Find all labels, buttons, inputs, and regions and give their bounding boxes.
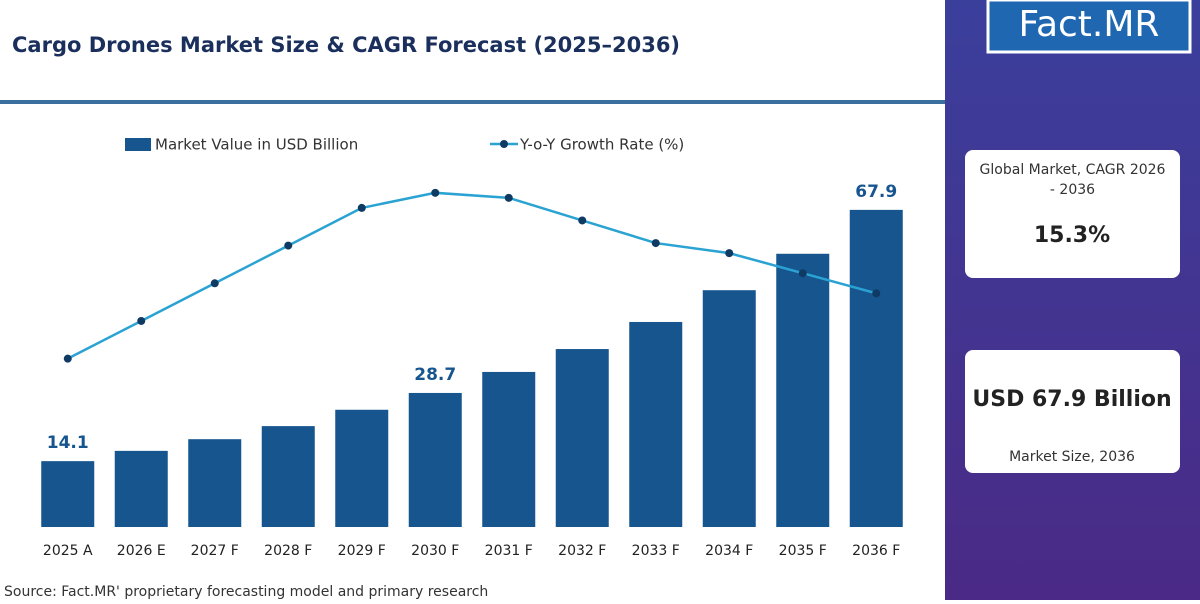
legend-swatch (125, 138, 151, 151)
growth-point (872, 289, 881, 298)
bar (702, 290, 756, 527)
legend-label: Y-o-Y Growth Rate (%) (519, 136, 684, 154)
growth-point (357, 203, 366, 212)
x-tick-label: 2034 F (705, 543, 753, 559)
cagr-label-box: Global Market, CAGR 2026 - 2036 (979, 162, 1166, 198)
bar (629, 321, 683, 527)
x-tick-label: 2026 E (117, 543, 166, 559)
source: Source: Fact.MR' proprietary forecasting… (4, 584, 488, 600)
x-tick-label: 2028 F (264, 543, 312, 559)
cagr-label: Global Market, CAGR 2026 - 2036 (979, 162, 1166, 198)
cagr-value: 15.3% (1034, 223, 1110, 248)
bar (555, 349, 609, 527)
x-tick-label: 2029 F (338, 543, 386, 559)
growth-point (725, 249, 734, 258)
growth-point (210, 279, 219, 288)
growth-point (578, 216, 587, 225)
growth-point (504, 193, 513, 202)
value-label: 67.9 (855, 182, 897, 202)
bar (188, 439, 242, 527)
logo-box (986, 0, 1192, 54)
x-tick-label: 2036 F (852, 543, 900, 559)
size-value: USD 67.9 Billion (972, 387, 1171, 412)
growth-point (137, 316, 146, 325)
growth-point (431, 188, 440, 197)
x-tick-label: 2033 F (632, 543, 680, 559)
logo: Fact.MR (1019, 4, 1160, 45)
card (965, 150, 1180, 278)
value-label: 28.7 (414, 365, 456, 385)
bar (849, 209, 903, 527)
x-tick-label: 2032 F (558, 543, 606, 559)
bar (114, 450, 168, 527)
legend-swatch (500, 140, 508, 148)
bar (776, 253, 830, 528)
growth-point (63, 354, 72, 363)
growth-point (798, 269, 807, 278)
bar (482, 371, 536, 527)
x-tick-label: 2027 F (191, 543, 239, 559)
growth-point (651, 239, 660, 248)
legend-label: Market Value in USD Billion (155, 136, 358, 154)
x-tick-label: 2035 F (779, 543, 827, 559)
bar (335, 409, 389, 527)
bar (41, 461, 95, 527)
side-panel (945, 0, 1200, 600)
bar (261, 426, 315, 527)
bar (408, 392, 462, 527)
growth-point (284, 241, 293, 250)
title-rule (0, 100, 945, 104)
size-label: Market Size, 2036 (1009, 449, 1135, 465)
x-tick-label: 2030 F (411, 543, 459, 559)
growth-line (67, 191, 877, 360)
card (965, 350, 1180, 473)
x-tick-label: 2025 A (43, 543, 93, 559)
value-label: 14.1 (47, 433, 89, 453)
chart-title: Cargo Drones Market Size & CAGR Forecast… (12, 33, 680, 57)
x-tick-label: 2031 F (485, 543, 533, 559)
